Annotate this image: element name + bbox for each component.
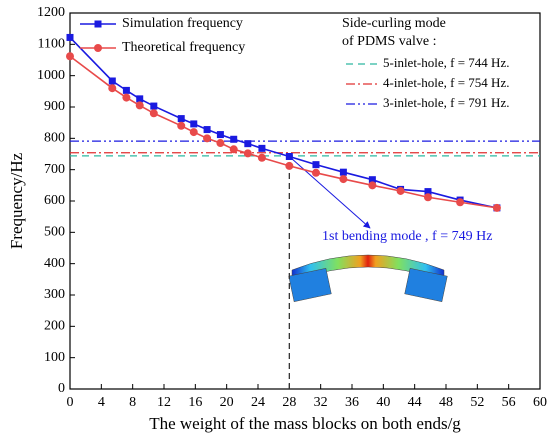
y-tick-label: 700 xyxy=(44,162,65,177)
marker xyxy=(368,176,376,184)
marker xyxy=(339,168,347,176)
x-tick-label: 0 xyxy=(67,395,74,410)
marker xyxy=(66,33,74,41)
marker xyxy=(149,109,158,118)
marker xyxy=(257,153,266,162)
reference-label: 3-inlet-hole, f = 791 Hz. xyxy=(383,95,509,110)
legend-label: Simulation frequency xyxy=(122,16,243,31)
marker xyxy=(66,52,74,61)
reference-label: 4-inlet-hole, f = 754 Hz. xyxy=(383,75,509,90)
marker xyxy=(258,144,266,152)
x-tick-label: 44 xyxy=(408,395,422,410)
x-tick-label: 12 xyxy=(157,395,171,410)
x-tick-label: 56 xyxy=(502,395,516,410)
y-tick-label: 300 xyxy=(44,287,65,302)
marker xyxy=(311,168,320,177)
marker xyxy=(229,145,238,154)
marker xyxy=(339,175,348,184)
marker xyxy=(122,93,131,102)
legend-marker xyxy=(94,44,102,52)
marker xyxy=(203,126,211,134)
marker xyxy=(150,102,158,110)
marker xyxy=(177,115,185,123)
marker xyxy=(108,84,117,93)
marker xyxy=(108,77,116,85)
reference-title: Side-curling mode xyxy=(342,16,446,31)
y-tick-label: 200 xyxy=(44,319,65,334)
marker xyxy=(189,128,198,137)
x-tick-label: 8 xyxy=(129,395,136,410)
marker xyxy=(423,193,432,202)
reference-title: of PDMS valve : xyxy=(342,34,437,49)
annotation-arrow xyxy=(289,156,371,229)
x-tick-label: 28 xyxy=(282,395,296,410)
marker xyxy=(456,198,465,207)
x-tick-label: 16 xyxy=(188,395,202,410)
annotation: 1st bending mode , f = 749 Hz xyxy=(322,229,492,244)
x-tick-label: 32 xyxy=(314,395,328,410)
y-tick-label: 100 xyxy=(44,350,65,365)
y-tick-label: 400 xyxy=(44,256,65,271)
marker xyxy=(216,131,224,139)
marker xyxy=(244,140,252,148)
x-tick-label: 24 xyxy=(251,395,265,410)
marker xyxy=(285,153,293,161)
legend-label: Theoretical frequency xyxy=(122,40,245,55)
y-tick-label: 1000 xyxy=(37,68,65,83)
reference-label: 5-inlet-hole, f = 744 Hz. xyxy=(383,55,509,70)
y-tick-label: 500 xyxy=(44,225,65,240)
marker xyxy=(492,203,501,212)
y-tick-label: 800 xyxy=(44,131,65,146)
y-tick-label: 1100 xyxy=(38,37,65,52)
x-tick-label: 36 xyxy=(345,395,359,410)
x-tick-label: 60 xyxy=(533,395,547,410)
marker xyxy=(203,134,212,143)
marker xyxy=(424,188,432,196)
mode-shape xyxy=(288,254,448,302)
x-tick-label: 52 xyxy=(470,395,484,410)
x-tick-label: 20 xyxy=(220,395,234,410)
marker xyxy=(396,186,405,195)
marker xyxy=(135,101,144,110)
marker xyxy=(216,139,225,148)
marker xyxy=(230,135,238,143)
marker xyxy=(368,181,377,190)
x-tick-label: 4 xyxy=(98,395,105,410)
x-axis-label: The weight of the mass blocks on both en… xyxy=(149,414,461,433)
y-tick-label: 1200 xyxy=(37,5,65,20)
marker xyxy=(136,95,144,103)
y-tick-label: 600 xyxy=(44,193,65,208)
marker xyxy=(243,149,252,158)
marker xyxy=(122,86,130,94)
x-tick-label: 48 xyxy=(439,395,453,410)
legend-marker xyxy=(94,20,102,28)
marker xyxy=(285,161,294,170)
marker xyxy=(177,121,186,130)
y-tick-label: 900 xyxy=(44,99,65,114)
marker xyxy=(312,161,320,169)
marker xyxy=(190,120,198,128)
x-tick-label: 40 xyxy=(376,395,390,410)
y-axis-label: Frequency/Hz xyxy=(7,152,26,249)
y-tick-label: 0 xyxy=(58,381,65,396)
